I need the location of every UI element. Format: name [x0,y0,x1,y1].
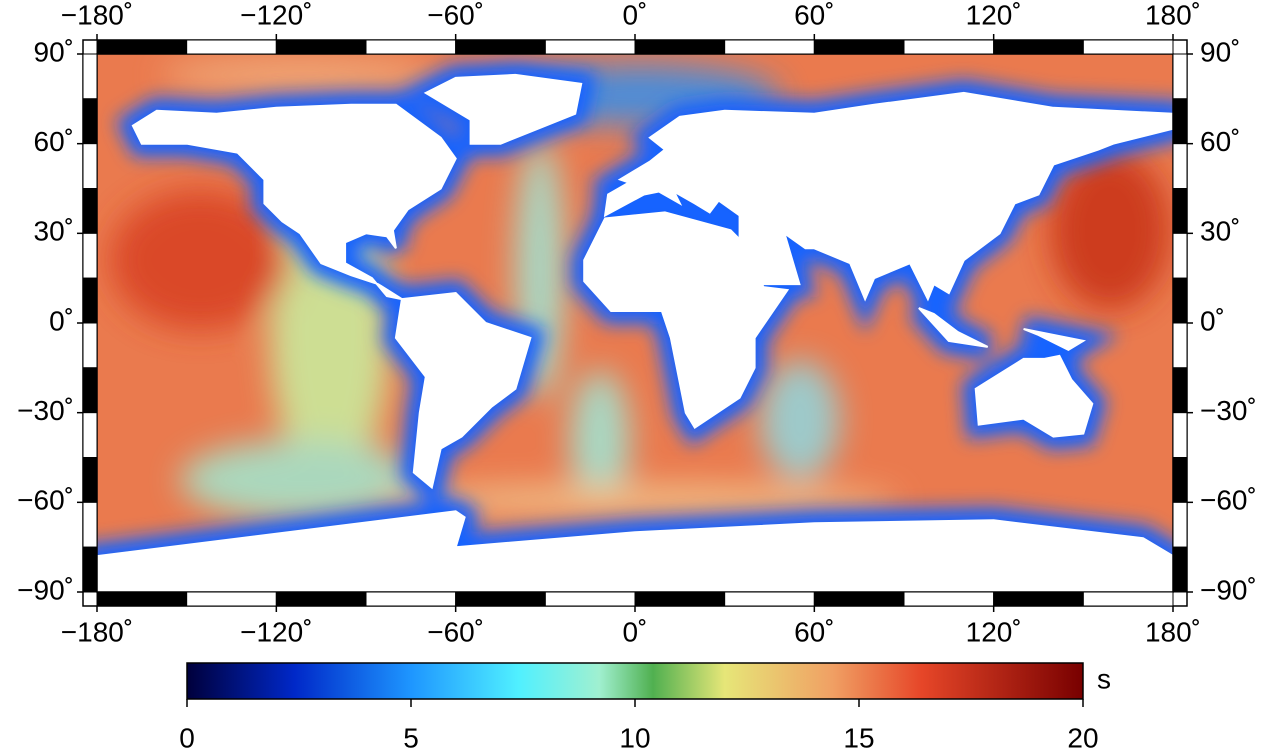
frame-segment [186,39,277,55]
land [97,555,1173,592]
frame-segment [96,39,188,55]
frame-segment [82,188,98,234]
frame-segment [724,591,815,607]
lon-tick-label: 0˚ [623,616,648,647]
frame-segment [455,39,546,55]
frame-segment [82,457,98,503]
frame-segment [1172,232,1188,279]
frame-segment [82,501,98,548]
land [423,73,583,145]
frame-segment [634,591,726,607]
frame-segment [1172,53,1188,100]
frame-segment [82,367,98,414]
frame-segment [82,322,98,369]
lon-tick-label: 120˚ [966,616,1022,647]
frame-segment [96,591,188,607]
frame-segment [1172,322,1188,369]
colorbar-tick-label: 5 [403,722,419,753]
lat-tick-label: 90˚ [34,36,74,67]
land [1023,328,1087,352]
colorbar-tick-label: 20 [1067,722,1098,753]
frame-segment [275,39,367,55]
frame-segment [544,39,636,55]
frame-segment [1172,546,1188,593]
colorbar-tick-label: 10 [619,722,650,753]
lon-tick-label: 0˚ [623,0,648,30]
lon-tick-label: −120˚ [240,0,312,30]
land [131,103,457,301]
land [603,91,1173,302]
land [583,211,790,430]
lon-tick-label: −120˚ [240,616,312,647]
lat-tick-label: 30˚ [34,216,74,247]
frame-segment [903,591,995,607]
frame-segment [1172,457,1188,503]
lat-tick-label: 90˚ [1200,36,1240,67]
frame-segment [82,98,98,145]
frame-segment [455,591,546,607]
frame-segment [82,546,98,593]
land [974,354,1094,438]
frame-segment [82,277,98,324]
lat-tick-label: −30˚ [17,395,74,426]
lon-tick-label: −180˚ [61,0,133,30]
lon-tick-label: −60˚ [427,616,484,647]
frame-segment [993,39,1084,55]
lon-tick-label: 180˚ [1145,616,1201,647]
frame-segment [82,232,98,279]
frame-segment [1172,143,1188,190]
lat-tick-label: −90˚ [17,574,74,605]
frame-segment [1172,188,1188,234]
frame-segment [82,143,98,190]
frame-segment [1172,277,1188,324]
lat-tick-label: −60˚ [17,485,74,516]
frame-segment [1082,39,1174,55]
frame-segment [724,39,815,55]
frame-segment [813,591,905,607]
lat-tick-label: −60˚ [1200,485,1257,516]
frame-segment [1172,501,1188,548]
frame-segment [365,39,457,55]
colorbar-unit: s [1097,663,1111,694]
lat-tick-label: 0˚ [49,305,74,336]
frame-segment [1172,98,1188,145]
lat-tick-label: −30˚ [1200,395,1257,426]
frame-segment [544,591,636,607]
land [918,307,989,348]
lon-tick-label: −60˚ [427,0,484,30]
frame-segment [82,412,98,458]
frame-segment [82,53,98,100]
colorbar-tick-label: 15 [843,722,874,753]
frame-segment [1172,412,1188,458]
frame-segment [365,591,457,607]
frame-segment [634,39,726,55]
lon-tick-label: 60˚ [794,616,834,647]
lat-tick-label: 60˚ [34,126,74,157]
colorbar-tick-label: 0 [179,722,195,753]
frame-segment [993,591,1084,607]
lat-tick-label: 0˚ [1200,305,1225,336]
lat-tick-label: 30˚ [1200,216,1240,247]
lat-tick-label: 60˚ [1200,126,1240,157]
frame-segment [1172,367,1188,414]
frame-segment [275,591,367,607]
lat-tick-label: −90˚ [1200,574,1257,605]
lon-tick-label: 60˚ [794,0,834,30]
lon-tick-label: −180˚ [61,616,133,647]
frame-segment [186,591,277,607]
colorbar [186,662,1084,700]
lon-tick-label: 120˚ [966,0,1022,30]
frame-segment [813,39,905,55]
land [394,292,532,490]
frame-segment [903,39,995,55]
lon-tick-label: 180˚ [1145,0,1201,30]
map-area [97,54,1173,592]
frame-segment [1082,591,1174,607]
